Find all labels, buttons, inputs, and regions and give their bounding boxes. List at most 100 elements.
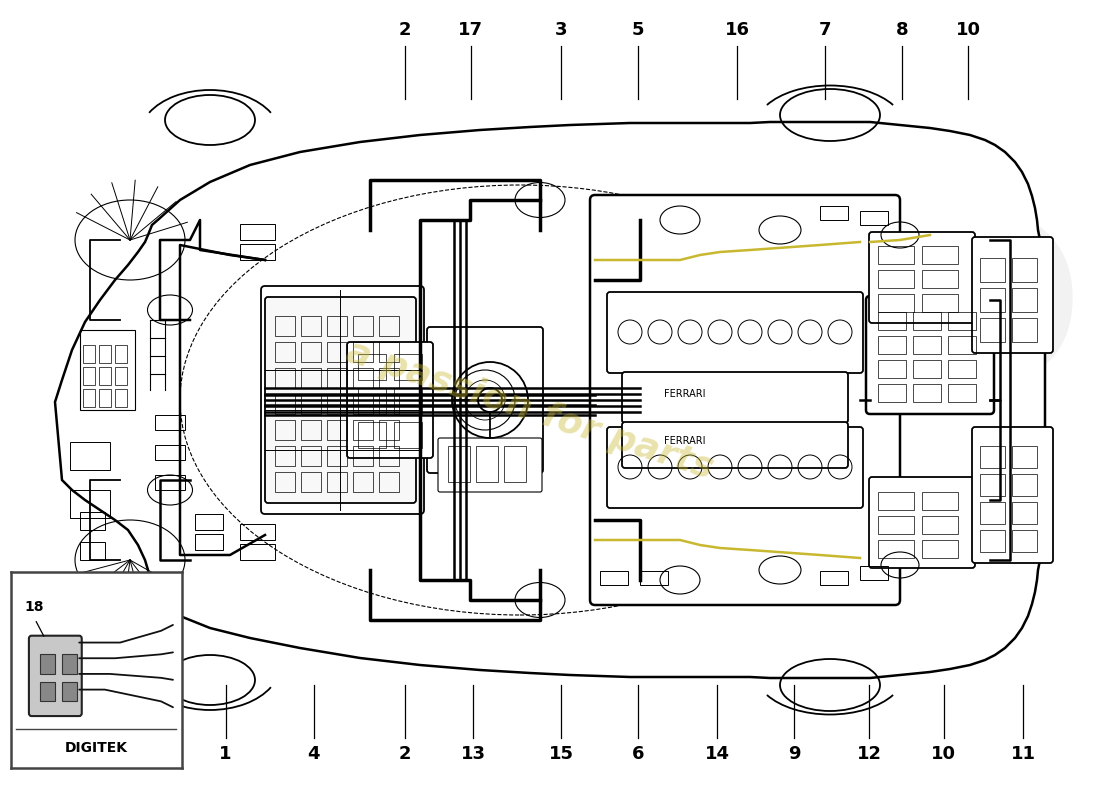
- Bar: [878, 540, 914, 558]
- Bar: [275, 316, 295, 336]
- Bar: [948, 384, 976, 402]
- Bar: [327, 394, 346, 414]
- FancyBboxPatch shape: [607, 427, 864, 508]
- Bar: [922, 246, 958, 264]
- Bar: [63, 654, 77, 674]
- Bar: [358, 354, 386, 380]
- Bar: [980, 318, 1005, 342]
- Bar: [379, 446, 399, 466]
- Bar: [820, 206, 848, 220]
- Bar: [878, 384, 906, 402]
- FancyBboxPatch shape: [607, 292, 864, 373]
- Bar: [860, 211, 888, 225]
- Bar: [240, 544, 275, 560]
- Bar: [379, 394, 399, 414]
- Text: 10: 10: [932, 745, 956, 763]
- Text: 18: 18: [24, 600, 44, 614]
- Polygon shape: [55, 122, 1045, 678]
- Text: 14: 14: [705, 745, 729, 763]
- Bar: [1012, 318, 1037, 342]
- Text: 10: 10: [956, 21, 980, 39]
- Bar: [195, 514, 223, 530]
- Bar: [913, 312, 940, 330]
- FancyBboxPatch shape: [265, 297, 416, 503]
- Bar: [353, 472, 373, 492]
- Bar: [275, 394, 295, 414]
- Bar: [878, 336, 906, 354]
- Bar: [394, 422, 422, 448]
- Bar: [1012, 446, 1037, 468]
- Bar: [358, 388, 386, 414]
- Bar: [948, 312, 976, 330]
- FancyBboxPatch shape: [29, 636, 81, 716]
- Bar: [301, 368, 321, 388]
- Bar: [913, 336, 940, 354]
- Bar: [40, 682, 55, 702]
- Bar: [1012, 474, 1037, 496]
- Bar: [922, 492, 958, 510]
- Bar: [860, 566, 888, 580]
- Bar: [301, 316, 321, 336]
- Bar: [240, 524, 275, 540]
- Bar: [878, 312, 906, 330]
- Bar: [980, 474, 1005, 496]
- Bar: [476, 446, 498, 482]
- Bar: [878, 492, 914, 510]
- Bar: [379, 472, 399, 492]
- Bar: [379, 316, 399, 336]
- Text: 4: 4: [307, 745, 320, 763]
- Bar: [448, 446, 470, 482]
- Text: 17: 17: [459, 21, 483, 39]
- Bar: [640, 571, 668, 585]
- Bar: [275, 420, 295, 440]
- FancyBboxPatch shape: [869, 232, 975, 323]
- Text: 2: 2: [398, 745, 411, 763]
- Bar: [301, 446, 321, 466]
- Bar: [394, 354, 422, 380]
- Bar: [358, 422, 386, 448]
- Bar: [878, 294, 914, 312]
- Text: 7: 7: [818, 21, 832, 39]
- FancyBboxPatch shape: [866, 296, 994, 414]
- Bar: [301, 420, 321, 440]
- Bar: [82, 345, 95, 363]
- Text: FERRARI: FERRARI: [664, 389, 706, 399]
- Bar: [240, 224, 275, 240]
- Bar: [379, 420, 399, 440]
- Text: 12: 12: [857, 745, 881, 763]
- Bar: [240, 244, 275, 260]
- Bar: [379, 368, 399, 388]
- Bar: [80, 542, 104, 560]
- Bar: [1012, 502, 1037, 524]
- Bar: [155, 475, 185, 490]
- Bar: [327, 368, 346, 388]
- Bar: [80, 512, 104, 530]
- Bar: [980, 288, 1005, 312]
- Bar: [99, 345, 111, 363]
- Bar: [878, 360, 906, 378]
- Bar: [820, 571, 848, 585]
- Bar: [980, 446, 1005, 468]
- Bar: [301, 394, 321, 414]
- Bar: [70, 442, 110, 470]
- Bar: [80, 330, 135, 410]
- Bar: [922, 294, 958, 312]
- Text: 2: 2: [398, 21, 411, 39]
- Bar: [1012, 530, 1037, 552]
- Bar: [353, 420, 373, 440]
- Text: 16: 16: [725, 21, 749, 39]
- FancyBboxPatch shape: [590, 195, 900, 605]
- Text: 9: 9: [788, 745, 801, 763]
- FancyBboxPatch shape: [261, 286, 424, 514]
- Bar: [275, 446, 295, 466]
- Bar: [353, 394, 373, 414]
- FancyBboxPatch shape: [972, 237, 1053, 353]
- Bar: [116, 389, 127, 407]
- Bar: [99, 367, 111, 385]
- Bar: [353, 446, 373, 466]
- Bar: [948, 360, 976, 378]
- Bar: [878, 246, 914, 264]
- Bar: [980, 502, 1005, 524]
- FancyBboxPatch shape: [438, 438, 542, 492]
- Bar: [379, 342, 399, 362]
